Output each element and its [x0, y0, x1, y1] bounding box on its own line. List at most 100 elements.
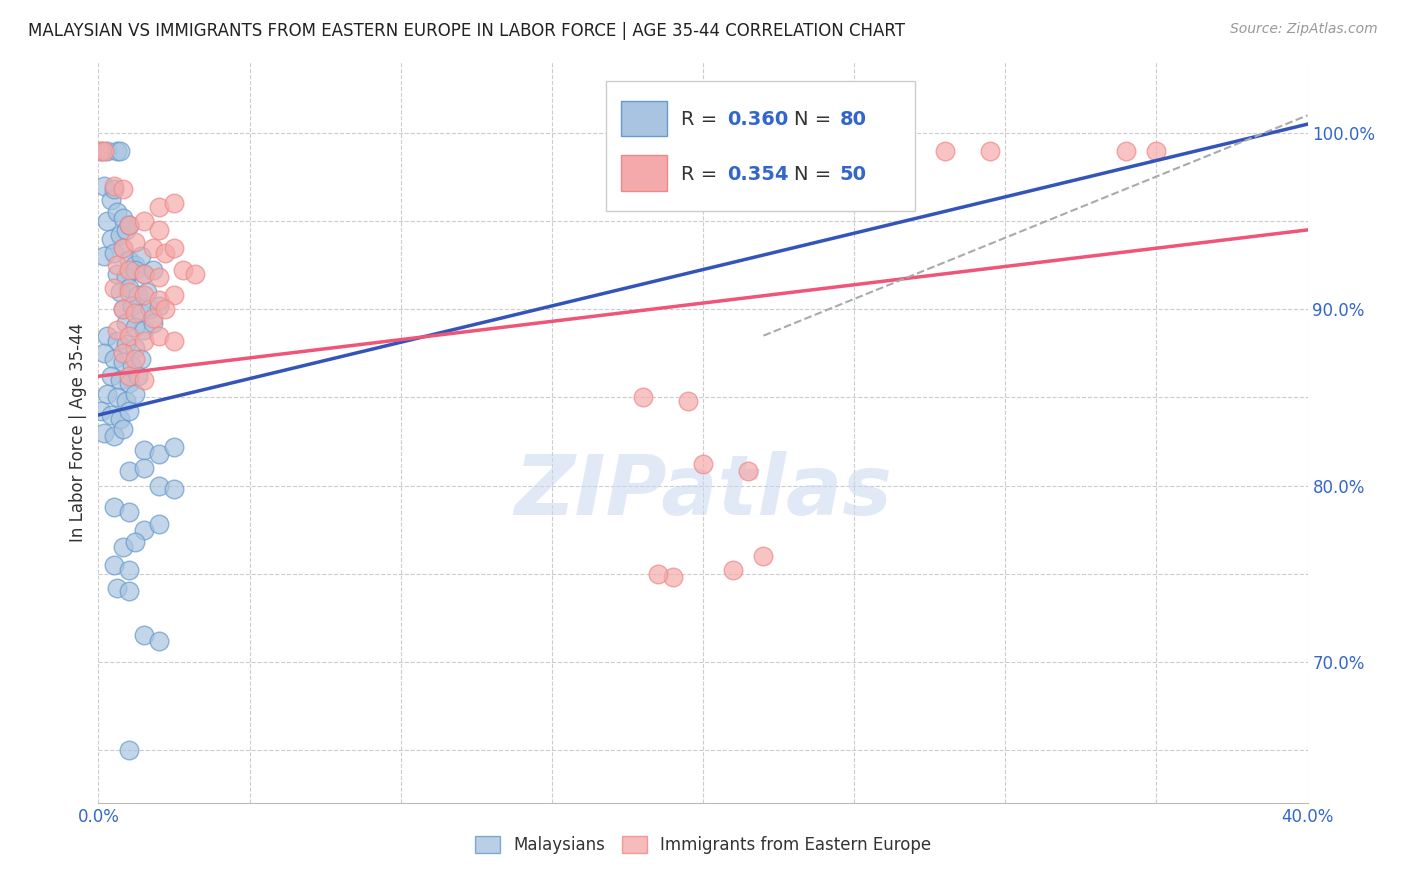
Point — [103, 281, 125, 295]
Point — [96, 144, 118, 158]
Point — [114, 393, 136, 408]
Point — [163, 482, 186, 496]
Point — [105, 205, 128, 219]
Text: R =: R = — [682, 165, 724, 184]
Point — [723, 563, 745, 577]
Point — [172, 263, 194, 277]
Point — [96, 214, 118, 228]
Text: ZIPatlas: ZIPatlas — [515, 451, 891, 533]
Point — [100, 193, 122, 207]
Point — [100, 232, 122, 246]
Point — [93, 249, 115, 263]
Point — [148, 478, 170, 492]
Text: 50: 50 — [839, 165, 866, 184]
Point — [148, 223, 170, 237]
Point — [124, 535, 146, 549]
Point — [163, 288, 186, 302]
Point — [163, 196, 186, 211]
Point — [752, 549, 775, 563]
Point — [124, 306, 146, 320]
Point — [124, 319, 146, 334]
Point — [148, 447, 170, 461]
Point — [90, 144, 112, 158]
Point — [118, 505, 141, 519]
Point — [124, 351, 146, 366]
Point — [111, 422, 134, 436]
Point — [148, 200, 170, 214]
Point — [118, 218, 141, 232]
Text: N =: N = — [793, 110, 837, 129]
Point — [108, 373, 131, 387]
Point — [103, 500, 125, 514]
Point — [114, 337, 136, 351]
Point — [93, 178, 115, 193]
Point — [124, 263, 146, 277]
Point — [96, 387, 118, 401]
Point — [148, 299, 170, 313]
Point — [103, 429, 125, 443]
Point — [163, 241, 186, 255]
Point — [135, 285, 157, 299]
Point — [90, 144, 112, 158]
Point — [103, 182, 125, 196]
Point — [163, 334, 186, 348]
Point — [118, 281, 141, 295]
Point — [118, 376, 141, 391]
Point — [118, 218, 141, 232]
Point — [118, 563, 141, 577]
Text: N =: N = — [793, 165, 837, 184]
Point — [132, 628, 155, 642]
Point — [631, 390, 654, 404]
Point — [105, 267, 128, 281]
Point — [129, 351, 152, 366]
Text: Source: ZipAtlas.com: Source: ZipAtlas.com — [1230, 22, 1378, 37]
Point — [96, 328, 118, 343]
Point — [114, 223, 136, 237]
Point — [124, 258, 146, 272]
Point — [93, 346, 115, 360]
Point — [114, 316, 136, 330]
Point — [103, 245, 125, 260]
Point — [111, 302, 134, 317]
Point — [105, 144, 128, 158]
Point — [111, 302, 134, 317]
Point — [132, 523, 155, 537]
Point — [647, 566, 669, 581]
Point — [132, 214, 155, 228]
Point — [118, 263, 141, 277]
Point — [118, 328, 141, 343]
Point — [163, 440, 186, 454]
Point — [1144, 144, 1167, 158]
Y-axis label: In Labor Force | Age 35-44: In Labor Force | Age 35-44 — [69, 323, 87, 542]
Point — [129, 249, 152, 263]
Point — [1115, 144, 1137, 158]
Point — [934, 144, 956, 158]
Point — [979, 144, 1001, 158]
Point — [124, 387, 146, 401]
Point — [661, 570, 683, 584]
Point — [127, 369, 149, 384]
Point — [105, 334, 128, 348]
FancyBboxPatch shape — [621, 155, 666, 191]
Point — [124, 341, 146, 355]
Point — [121, 299, 143, 313]
Point — [108, 144, 131, 158]
Point — [121, 359, 143, 373]
Point — [148, 328, 170, 343]
Point — [111, 182, 134, 196]
Point — [118, 369, 141, 384]
Point — [111, 346, 134, 360]
Point — [139, 302, 162, 317]
Point — [100, 408, 122, 422]
Point — [118, 743, 141, 757]
Point — [153, 245, 176, 260]
Point — [105, 258, 128, 272]
Point — [93, 425, 115, 440]
Point — [105, 323, 128, 337]
Text: 80: 80 — [839, 110, 866, 129]
Point — [148, 517, 170, 532]
Point — [118, 584, 141, 599]
Point — [142, 241, 165, 255]
Point — [127, 288, 149, 302]
Point — [118, 464, 141, 478]
